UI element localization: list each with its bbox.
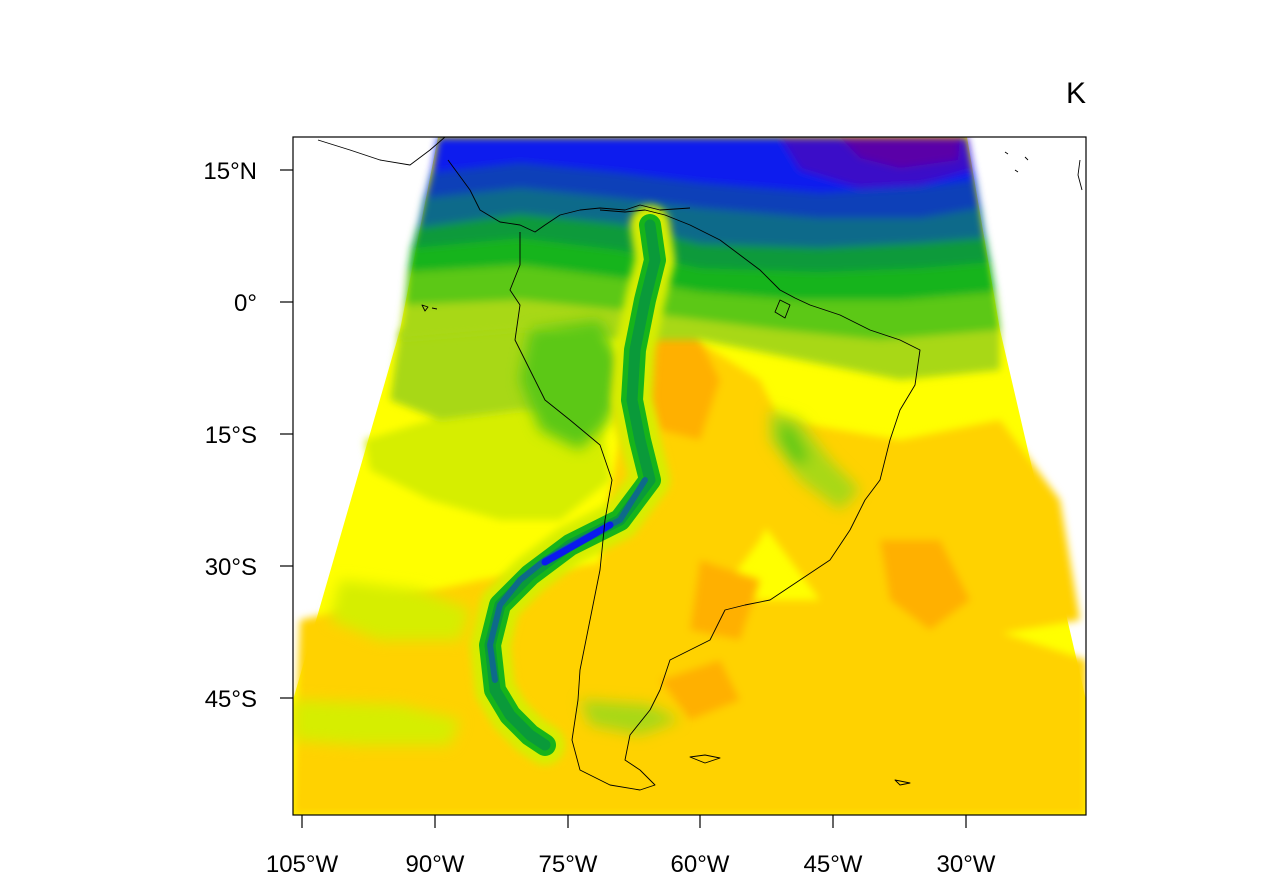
y-tick-label: 45°S: [205, 686, 257, 713]
west-africa-edge: [1077, 159, 1083, 191]
x-tick-labels: 105°W 90°W 75°W 60°W 45°W 30°W: [266, 851, 996, 877]
y-axis: [280, 169, 293, 699]
south-america-coast: [509, 209, 921, 791]
unit-label: K: [1066, 77, 1086, 110]
x-tick-label: 105°W: [266, 851, 339, 877]
x-axis: [301, 815, 967, 828]
caribbean-islands: [1004, 151, 1029, 173]
galapagos: [421, 304, 438, 312]
y-tick-label: 30°S: [205, 554, 257, 581]
x-tick-label: 60°W: [671, 851, 730, 877]
temperature-field: [293, 137, 1086, 815]
central-america-south-coast: [447, 159, 691, 233]
y-tick-label: 15°S: [205, 422, 257, 449]
x-tick-label: 30°W: [937, 851, 996, 877]
x-tick-label: 75°W: [539, 851, 598, 877]
x-tick-label: 90°W: [406, 851, 465, 877]
trinidad-coast: [774, 299, 791, 319]
x-tick-label: 45°W: [804, 851, 863, 877]
continental-features: [293, 320, 860, 745]
central-america-coast: [317, 137, 446, 166]
coastlines: [317, 137, 1083, 791]
south-georgia: [894, 779, 911, 786]
y-tick-label: 15°N: [203, 158, 257, 185]
falkland-islands: [689, 754, 721, 764]
y-tick-label: 0°: [234, 290, 257, 317]
plot-frame: [292, 136, 1087, 816]
andes-ribbon: [470, 205, 675, 765]
y-tick-labels: 15°N 0° 15°S 30°S 45°S: [203, 158, 257, 713]
tropical-bands: [400, 137, 1000, 380]
